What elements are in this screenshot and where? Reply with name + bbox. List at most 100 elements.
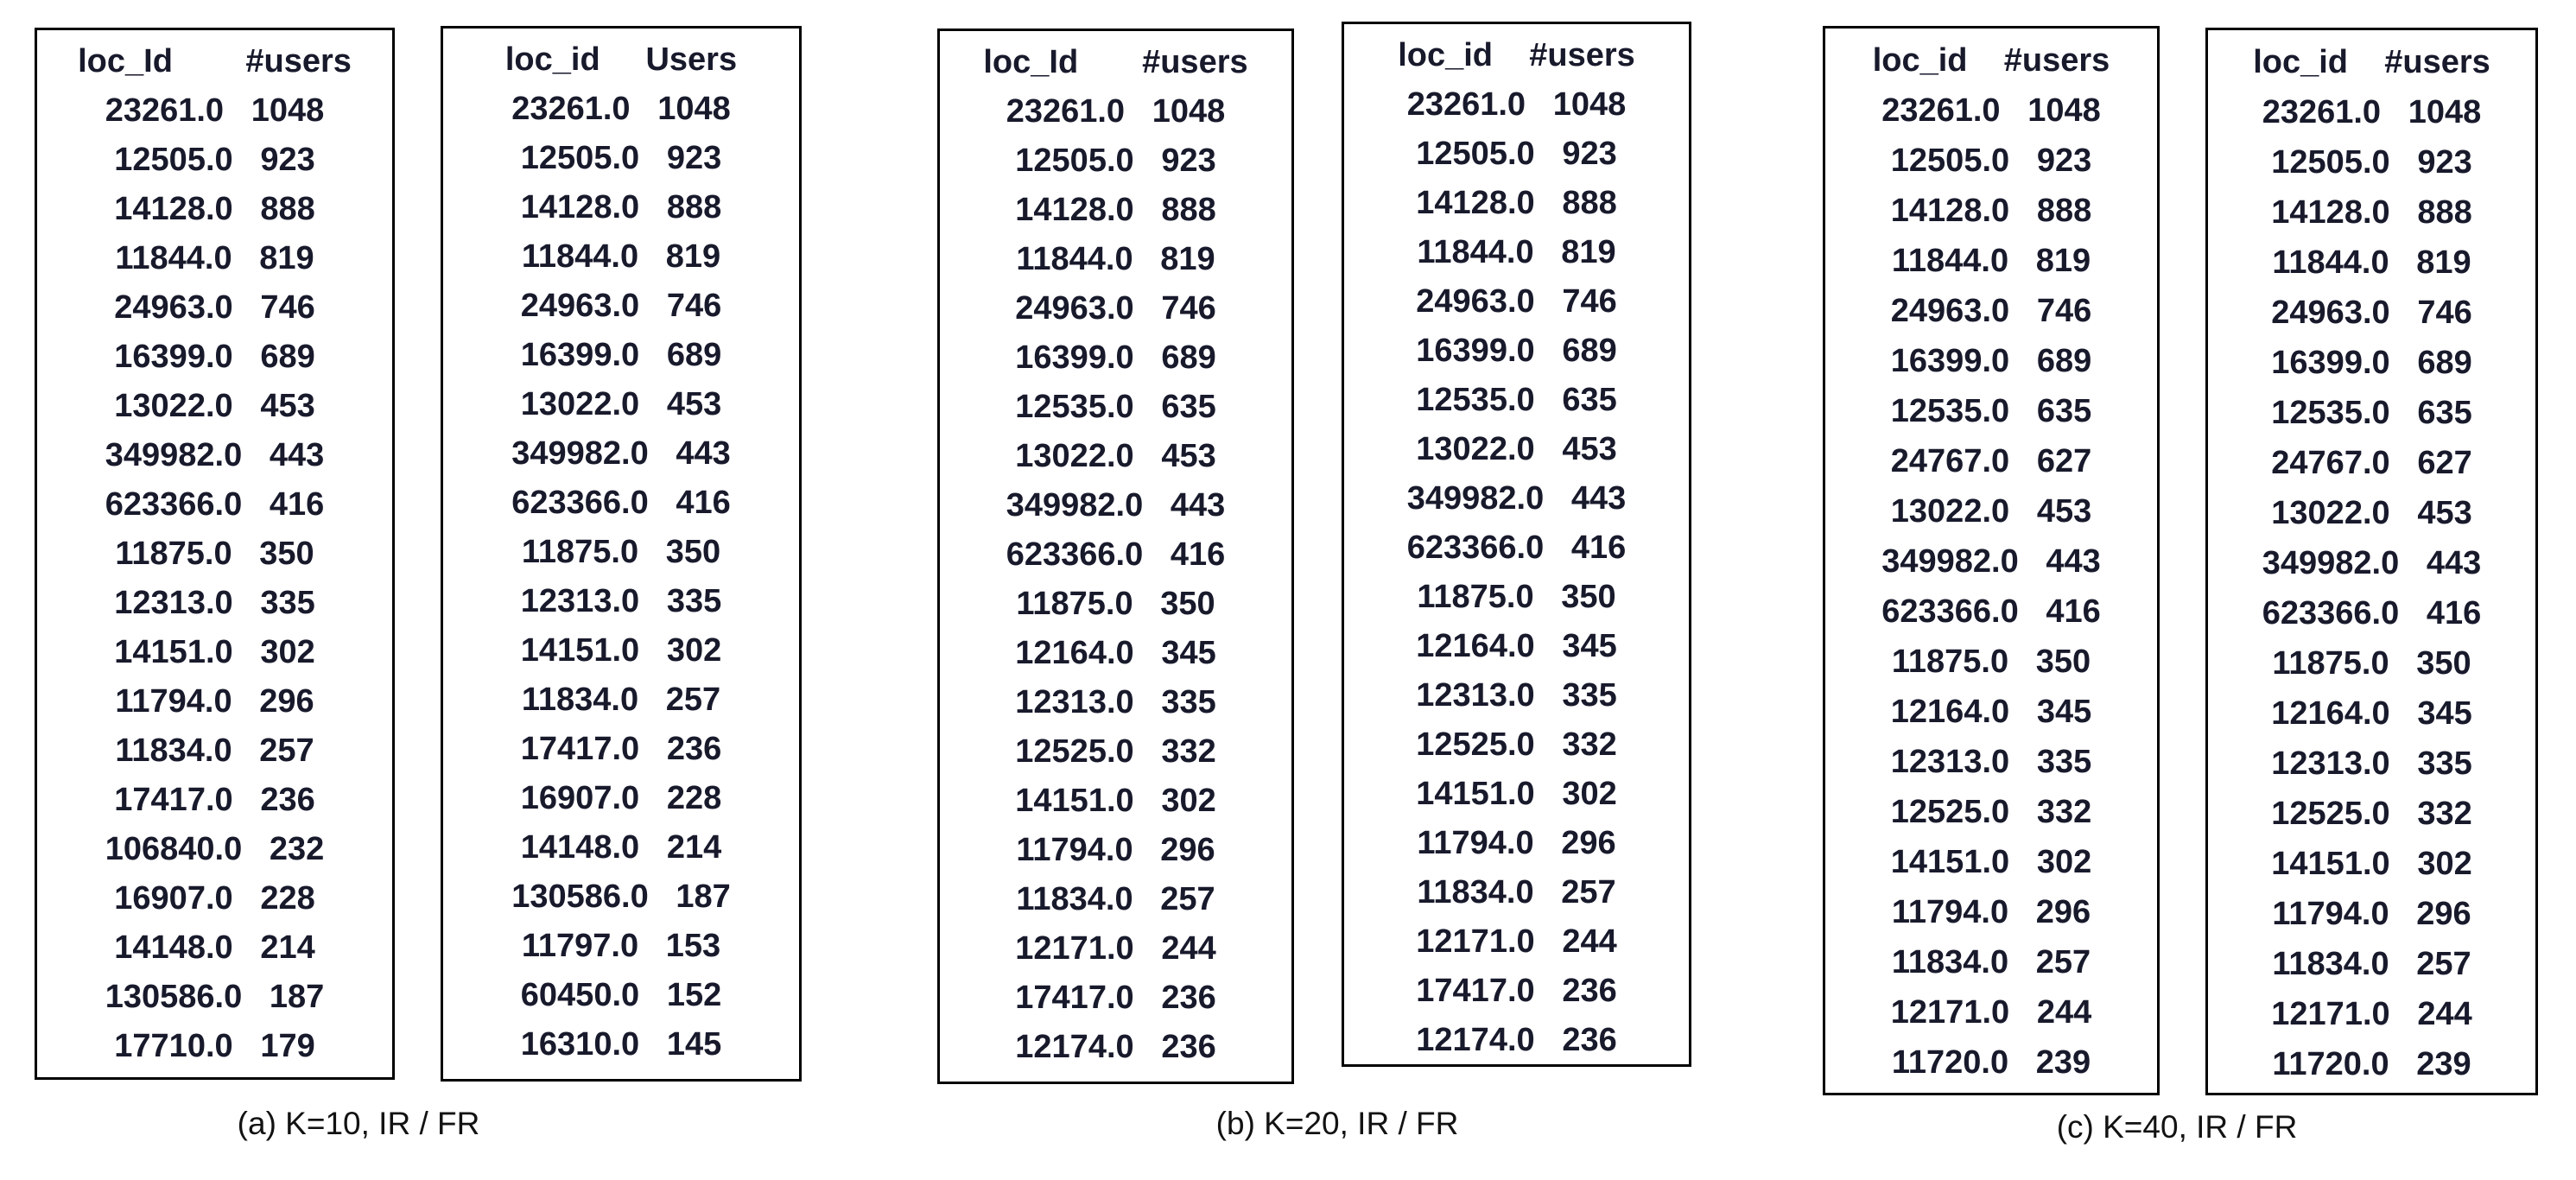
table-row: 17417.0 236 [1015,980,1216,1016]
table-header: loc_id #users [1872,42,2110,79]
caption-a: (a) K=10, IR / FR [237,1106,480,1141]
table-rows: 23261.0 1048 12505.0 923 14128.0 888 11844.… [1344,80,1689,1065]
table-row: 130586.0 187 [511,879,731,915]
table-row: 14151.0 302 [2271,846,2472,882]
table-row: 623366.0 416 [2262,595,2482,631]
table-row: 23261.0 1048 [1881,92,2101,129]
table-row: 13022.0 453 [2271,495,2472,531]
table-row: 13022.0 453 [1890,493,2092,530]
table-row: 11875.0 350 [1016,586,1215,622]
table-row: 349982.0 443 [511,435,731,472]
table-row: 12525.0 332 [1416,726,1617,763]
table-k40-left: loc_id #users 23261.0 1048 12505.0 923 141… [1823,26,2160,1095]
table-row: 14148.0 214 [114,929,315,966]
table-row: 14151.0 302 [1890,844,2092,880]
table-row: 11794.0 296 [1016,832,1215,868]
table-row: 14128.0 888 [520,189,722,225]
table-row: 16399.0 689 [1416,333,1617,369]
table-row: 623366.0 416 [511,485,731,521]
table-row: 11844.0 819 [521,238,721,275]
table-row: 12535.0 635 [2271,395,2472,431]
table-row: 12525.0 332 [1015,733,1216,770]
table-row: 12164.0 345 [1890,694,2092,730]
table-row: 12164.0 345 [1416,628,1617,664]
table-row: 12505.0 923 [2271,144,2472,181]
table-row: 12174.0 236 [1416,1022,1617,1058]
table-row: 17417.0 236 [520,731,722,767]
table-row: 14128.0 888 [1890,193,2092,229]
table-row: 12171.0 244 [2271,996,2472,1032]
table-row: 17417.0 236 [114,782,315,818]
table-row: 13022.0 453 [114,388,315,424]
table-row: 11834.0 257 [2272,946,2471,982]
table-row: 12171.0 244 [1890,994,2092,1031]
caption-c: (c) K=40, IR / FR [2056,1109,2298,1145]
table-row: 16399.0 689 [2271,345,2472,381]
table-row: 12505.0 923 [1890,143,2092,179]
table-row: 14128.0 888 [1416,185,1617,221]
table-rows: 23261.0 1048 12505.0 923 14128.0 888 11844.… [940,87,1291,1072]
table-row: 13022.0 453 [520,386,722,422]
table-row: 349982.0 443 [1881,543,2101,580]
table-row: 11875.0 350 [2272,645,2471,682]
table-row: 12164.0 345 [1015,635,1216,671]
table-rows: 23261.0 1048 12505.0 923 14128.0 888 11844.… [1825,86,2157,1088]
table-rows: 23261.0 1048 12505.0 923 14128.0 888 11844.… [443,85,799,1069]
table-row: 14151.0 302 [114,634,315,670]
table-row: 11844.0 819 [115,240,314,276]
table-row: 12313.0 335 [114,585,315,621]
table-header: loc_id #users [2253,44,2490,80]
table-row: 11844.0 819 [1016,241,1215,277]
table-row: 11794.0 296 [2272,896,2471,932]
table-k40-right: loc_id #users 23261.0 1048 12505.0 923 141… [2205,28,2538,1095]
table-row: 12525.0 332 [1890,794,2092,830]
table-row: 12313.0 335 [1890,744,2092,780]
table-row: 16310.0 145 [520,1026,722,1063]
table-row: 16907.0 228 [114,880,315,917]
table-header: loc_id #users [1398,37,1635,73]
table-row: 24767.0 627 [2271,445,2472,481]
table-row: 23261.0 1048 [105,92,325,129]
table-row: 349982.0 443 [2262,545,2482,581]
table-row: 106840.0 232 [105,831,325,867]
table-row: 24963.0 746 [1890,293,2092,329]
table-row: 12505.0 923 [1416,136,1617,172]
table-row: 16907.0 228 [520,780,722,816]
table-row: 11834.0 257 [521,682,721,718]
table-row: 16399.0 689 [1015,339,1216,376]
table-row: 14151.0 302 [1416,776,1617,812]
table-row: 11875.0 350 [115,536,314,572]
table-row: 11797.0 153 [521,928,721,964]
table-row: 13022.0 453 [1416,431,1617,467]
table-row: 11875.0 350 [1891,644,2091,680]
table-row: 24963.0 746 [114,289,315,326]
table-row: 12535.0 635 [1890,393,2092,429]
table-row: 17417.0 236 [1416,973,1617,1009]
table-k20-right: loc_id #users 23261.0 1048 12505.0 923 141… [1342,22,1691,1067]
table-row: 11875.0 350 [521,534,721,570]
table-row: 11720.0 239 [1891,1044,2091,1081]
table-row: 11834.0 257 [1016,881,1215,917]
table-row: 11720.0 239 [2272,1046,2471,1082]
table-row: 12525.0 332 [2271,796,2472,832]
table-row: 14128.0 888 [1015,192,1216,228]
table-k10-right: loc_id Users 23261.0 1048 12505.0 923 1412… [441,26,802,1082]
table-header: loc_Id #users [983,44,1248,80]
table-row: 11844.0 819 [1417,234,1616,270]
table-row: 11834.0 257 [115,733,314,769]
table-row: 14148.0 214 [520,829,722,866]
table-row: 16399.0 689 [520,337,722,373]
table-row: 23261.0 1048 [1406,86,1627,123]
table-row: 12171.0 244 [1416,923,1617,960]
table-row: 24963.0 746 [520,288,722,324]
table-header: loc_id Users [504,41,738,78]
table-row: 623366.0 416 [1006,536,1226,573]
table-row: 12313.0 335 [1416,677,1617,714]
table-row: 14151.0 302 [520,632,722,669]
table-row: 23261.0 1048 [1006,93,1226,130]
table-row: 623366.0 416 [105,486,325,523]
table-row: 12535.0 635 [1015,389,1216,425]
table-row: 12505.0 923 [520,140,722,176]
table-rows: 23261.0 1048 12505.0 923 14128.0 888 11844.… [2208,87,2535,1089]
